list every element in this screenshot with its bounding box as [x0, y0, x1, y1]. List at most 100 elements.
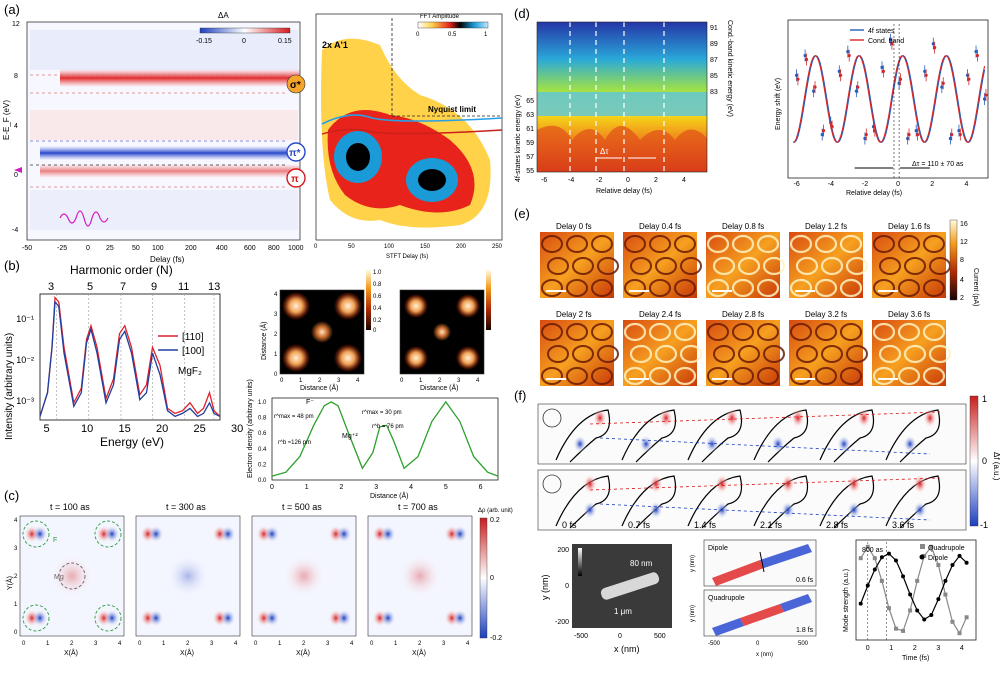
d-point-1	[890, 42, 894, 46]
b-map2-blob	[404, 294, 428, 318]
b-density-frame	[271, 397, 499, 481]
f-mode-point-dipole	[929, 613, 934, 617]
d-point-0	[906, 136, 910, 141]
e-lattice-cell	[839, 234, 863, 254]
d-point-0	[812, 89, 816, 93]
c-atom-f-ring	[94, 604, 122, 632]
b-cb-tick: 0.4	[373, 306, 382, 312]
b-map-tick: 0	[400, 378, 404, 384]
e-colorbar	[949, 219, 958, 301]
f-dipole-label: Dipole	[708, 545, 728, 552]
b-map1-blob	[282, 292, 310, 320]
e-lattice-cell	[732, 367, 754, 385]
c-blue-lobe	[148, 525, 164, 543]
f-mode-point-dipole	[950, 563, 955, 567]
d-shift-xtick: -2	[862, 181, 868, 188]
panel-b-label: (b)	[4, 258, 20, 273]
f-sem-width: 80 nm	[630, 559, 653, 568]
c-title: t = 500 as	[282, 502, 322, 512]
c-blue-lobe	[264, 525, 280, 543]
b-map-tick: 2	[318, 378, 322, 384]
b-map-tick: 3	[457, 378, 461, 384]
c-blue-lobe	[452, 525, 468, 543]
d-shift-xlabel: Relative delay (fs)	[846, 190, 902, 197]
b-dens-xtick: 3	[374, 484, 378, 491]
b-ann-f: F⁻	[306, 399, 314, 406]
panel-d: (d) Δτ 65 63 61 59 57 55 4f-states kinet…	[514, 6, 989, 197]
d-point-1	[907, 132, 911, 137]
b-ytick-1: 10⁻²	[16, 355, 34, 365]
d-shift-frame	[787, 19, 989, 179]
c-xtick: 2	[302, 641, 306, 647]
d-shift-xticks: -6 -4 -2 0 2 4	[794, 181, 969, 188]
b-dens-yticks: 1.0 0.8 0.6 0.4 0.2 0.0	[258, 400, 267, 484]
d-point-1	[847, 53, 851, 58]
c-blue-lobe	[104, 525, 120, 543]
a-pistar-band	[40, 146, 300, 160]
c-blue-lobe	[220, 609, 236, 627]
d-point-1	[873, 129, 877, 133]
d-point-1	[796, 77, 800, 81]
f-sem-xtick: 500	[654, 633, 666, 640]
b-map1-blob	[311, 321, 333, 343]
a-fft-red-curve	[321, 128, 503, 135]
a-fft-xtick: 0	[314, 244, 318, 250]
b-dens-ytick: 0.0	[258, 478, 267, 484]
f-mode-ylabel: Mode strength (a.u.)	[843, 569, 850, 632]
e-lattice-cell	[898, 235, 920, 253]
d-point-1	[958, 132, 962, 137]
d-point-0	[923, 69, 927, 73]
c-blue-lobe	[452, 609, 468, 627]
c-title: t = 300 as	[166, 502, 206, 512]
e-cb-tick: 8	[960, 257, 964, 264]
e-lattice-cell	[789, 234, 813, 254]
b-ann-rb-mg: r^b = 76 pm	[372, 424, 404, 430]
e-tile-image	[623, 320, 697, 386]
a-badge-pi-text: π	[291, 174, 299, 185]
e-lattice-cell	[790, 367, 812, 385]
c-xtick: 2	[186, 641, 190, 647]
c-xlabel: X(Å)	[64, 648, 78, 657]
e-lattice-cell	[629, 344, 653, 364]
f-quad-time: 1.8 fs	[796, 627, 814, 634]
e-lattice-cell	[840, 323, 862, 341]
b-top-tick: 5	[87, 281, 93, 293]
d-xtick: 0	[626, 177, 630, 184]
c-title: t = 100 as	[50, 502, 90, 512]
c-xtick: 3	[442, 641, 446, 647]
f-dipole-blue	[760, 544, 812, 568]
d-xtick: -6	[541, 177, 547, 184]
a-ytick-2: 4	[14, 123, 18, 130]
e-tile-title: Delay 0.4 fs	[639, 222, 681, 231]
c-blue-lobe	[104, 609, 120, 627]
b-map-tick: 3	[274, 312, 278, 318]
f-blue-trace	[599, 437, 931, 455]
f-sem-xticks: -500 0 500	[574, 633, 666, 640]
d-ytick-right: 89	[710, 41, 718, 48]
e-lattice-cell	[597, 345, 619, 363]
f-mode-xtick: 3	[936, 645, 940, 652]
e-lattice-cell	[597, 257, 619, 275]
f-blue-hotspot	[771, 435, 785, 453]
f-blue-hotspot	[837, 435, 851, 453]
f-mode-point-quad	[858, 556, 863, 561]
e-lattice-cell	[655, 257, 677, 275]
c-center-cloud	[166, 554, 210, 598]
b-dens-xtick: 6	[479, 484, 483, 491]
b-map1-frame	[279, 289, 365, 375]
e-lattice-cell	[795, 256, 819, 276]
d-shift-xtick: -6	[794, 181, 800, 188]
e-tile-title: Delay 2.4 fs	[639, 310, 681, 319]
panel-e-label: (e)	[514, 206, 530, 221]
b-map2-blob	[456, 294, 480, 318]
a-fft-cb-2: 1	[484, 32, 488, 38]
c-xlabel: X(Å)	[412, 648, 426, 657]
d-shift-xtick: 0	[896, 181, 900, 188]
f-mode-point-quad	[936, 563, 941, 567]
f-mode-point-dipole	[908, 592, 913, 597]
e-lattice-cell	[923, 235, 945, 253]
c-xtick: 1	[278, 641, 282, 647]
f-mode-xlabel: Time (fs)	[902, 655, 929, 662]
b-top-tick: 3	[48, 281, 54, 293]
